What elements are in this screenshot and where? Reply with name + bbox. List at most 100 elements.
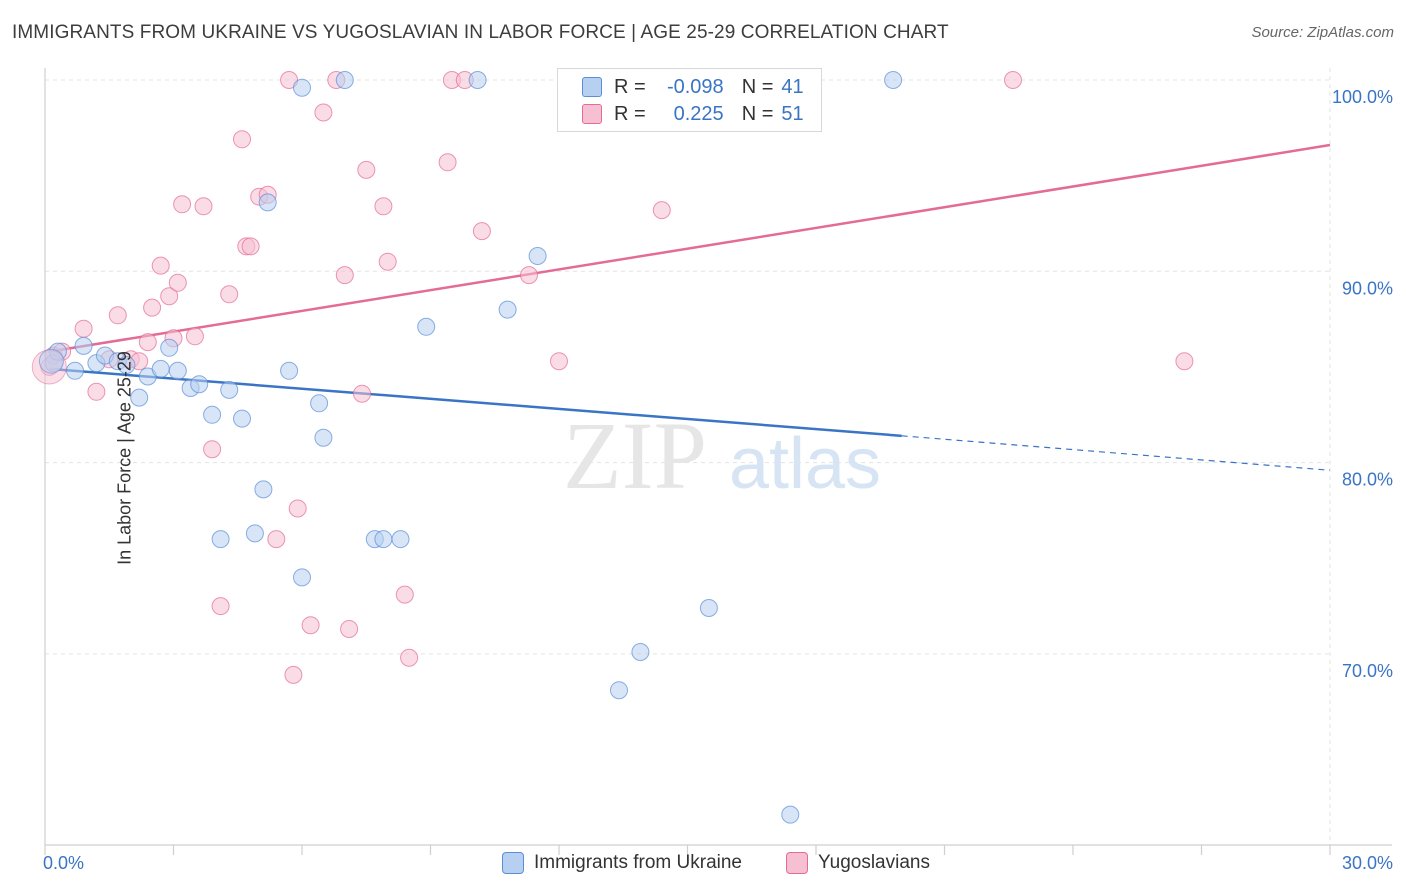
point-yugoslavian xyxy=(395,585,414,604)
point-ukraine xyxy=(233,409,251,428)
point-ukraine xyxy=(160,338,179,357)
point-ukraine xyxy=(314,428,333,447)
point-yugoslavian xyxy=(378,252,397,271)
axes xyxy=(44,68,1392,855)
point-ukraine xyxy=(74,336,93,355)
point-yugoslavian xyxy=(1175,352,1194,371)
point-yugoslavian xyxy=(550,352,568,371)
point-yugoslavian xyxy=(160,287,179,306)
point-yugoslavian xyxy=(520,266,538,285)
point-yugoslavian xyxy=(220,285,239,304)
point-ukraine xyxy=(391,530,410,549)
trend-line-ukraine-extension xyxy=(901,435,1331,471)
point-yugoslavian xyxy=(400,648,419,667)
legend-n-label: N = xyxy=(741,102,774,125)
point-yugoslavian xyxy=(194,197,213,216)
bottom-legend-swatch-ukraine xyxy=(502,852,524,874)
point-ukraine xyxy=(310,394,329,413)
point-yugoslavian xyxy=(173,195,192,214)
point-ukraine xyxy=(335,71,354,89)
legend-r-label: R = xyxy=(614,75,646,98)
point-yugoslavian xyxy=(357,160,376,179)
point-yugoslavian xyxy=(374,197,393,216)
data-points xyxy=(31,71,1194,824)
bottom-legend-swatch-yugoslavians xyxy=(786,852,808,874)
point-ukraine xyxy=(884,71,903,89)
bottom-legend-yugoslavians: Yugoslavians xyxy=(786,852,930,874)
bottom-legend-label-ukraine: Immigrants from Ukraine xyxy=(534,852,742,873)
trend-line-yugoslavians xyxy=(49,143,1331,353)
legend-n-label: N = xyxy=(741,75,774,98)
y-tick-label: 80.0% xyxy=(1342,470,1393,490)
point-ukraine xyxy=(374,530,393,549)
point-yugoslavian xyxy=(233,130,251,149)
point-ukraine xyxy=(699,599,718,617)
point-yugoslavian xyxy=(335,266,354,285)
legend-n-value-ukraine: 41 xyxy=(781,75,804,98)
legend-n-value-yugoslavians: 51 xyxy=(781,102,804,125)
y-tick-labels: 70.0% 80.0% 90.0% 100.0% xyxy=(1332,87,1393,681)
point-ukraine xyxy=(203,405,222,424)
correlation-legend: R = -0.098 N = 41 R = 0.225 N = 51 xyxy=(557,68,822,132)
point-ukraine xyxy=(66,361,84,380)
point-ukraine xyxy=(293,568,311,587)
legend-r-value-ukraine: -0.098 xyxy=(666,75,724,98)
legend-swatch-ukraine xyxy=(582,77,602,97)
point-ukraine xyxy=(498,300,517,319)
point-yugoslavian xyxy=(241,237,260,256)
point-yugoslavian xyxy=(151,256,170,275)
point-yugoslavian xyxy=(288,499,307,518)
point-yugoslavian xyxy=(438,153,457,172)
legend-r-label: R = xyxy=(614,102,646,125)
point-yugoslavian xyxy=(1004,71,1022,89)
point-ukraine xyxy=(610,681,628,700)
y-tick-label: 100.0% xyxy=(1332,87,1393,107)
legend-swatch-yugoslavians xyxy=(582,104,602,124)
point-yugoslavian xyxy=(652,201,671,220)
point-yugoslavian xyxy=(353,384,371,403)
source-label: Source: ZipAtlas.com xyxy=(1251,24,1394,41)
point-yugoslavian xyxy=(74,319,93,338)
point-yugoslavian xyxy=(301,616,320,635)
legend-r-value-yugoslavians: 0.225 xyxy=(673,102,724,125)
point-ukraine xyxy=(417,317,436,336)
x-tick-labels: 0.0% 30.0% xyxy=(43,853,1393,873)
point-yugoslavian xyxy=(340,620,359,638)
point-yugoslavian xyxy=(267,530,286,549)
point-yugoslavian xyxy=(211,597,230,616)
point-ukraine xyxy=(151,359,170,378)
point-ukraine xyxy=(528,247,547,265)
point-ukraine xyxy=(168,361,187,380)
watermark-atlas: atlas xyxy=(729,424,881,504)
point-yugoslavian xyxy=(168,273,187,292)
point-yugoslavian xyxy=(138,333,157,352)
point-yugoslavian xyxy=(185,327,204,346)
y-axis-label: In Labor Force | Age 25-29 xyxy=(114,351,135,565)
point-ukraine xyxy=(254,480,273,499)
point-yugoslavian xyxy=(108,306,127,325)
point-ukraine xyxy=(293,78,311,97)
point-ukraine xyxy=(781,805,800,824)
bottom-legend-ukraine: Immigrants from Ukraine xyxy=(502,852,742,874)
point-yugoslavian xyxy=(284,665,303,684)
x-tick-label: 0.0% xyxy=(43,853,84,873)
x-tick-label: 30.0% xyxy=(1342,853,1393,873)
point-ukraine xyxy=(211,530,230,549)
point-yugoslavian xyxy=(314,103,333,122)
point-ukraine xyxy=(258,193,277,212)
bottom-legend-label-yugoslavians: Yugoslavians xyxy=(818,852,930,873)
point-ukraine xyxy=(130,388,149,407)
y-tick-label: 90.0% xyxy=(1342,278,1393,298)
point-yugoslavian xyxy=(143,298,162,317)
point-yugoslavian xyxy=(472,222,491,241)
legend-row-yugoslavians: R = 0.225 N = 51 xyxy=(582,102,804,126)
legend-row-ukraine: R = -0.098 N = 41 xyxy=(582,75,804,99)
point-yugoslavian xyxy=(87,382,106,401)
point-ukraine xyxy=(468,71,487,89)
point-ukraine xyxy=(38,348,64,374)
point-ukraine xyxy=(280,361,299,380)
point-ukraine xyxy=(631,643,650,661)
point-yugoslavian xyxy=(203,440,222,459)
